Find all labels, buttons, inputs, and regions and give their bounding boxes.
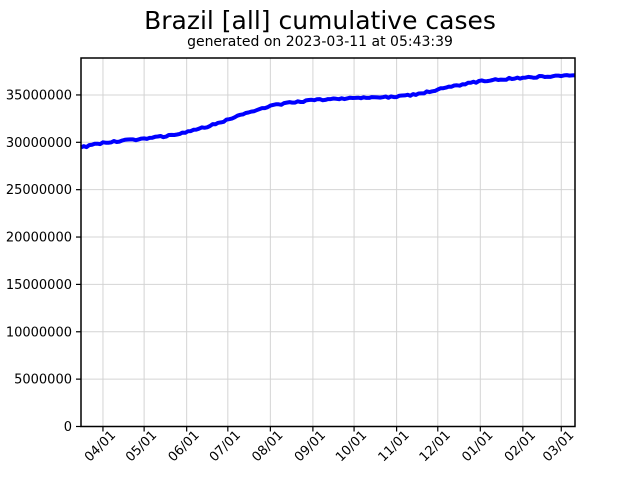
x-tick-label: 02/01 bbox=[502, 428, 539, 465]
axes-frame bbox=[80, 57, 576, 428]
x-tick-label: 03/01 bbox=[540, 428, 577, 465]
chart-title: Brazil [all] cumulative cases bbox=[144, 6, 496, 35]
y-tick-label: 25000000 bbox=[6, 183, 72, 198]
x-tick-label: 06/01 bbox=[166, 428, 203, 465]
x-tick-label: 08/01 bbox=[249, 428, 286, 465]
data-line bbox=[80, 73, 576, 150]
x-tick-label: 05/01 bbox=[123, 428, 160, 465]
x-tick-label: 12/01 bbox=[417, 428, 454, 465]
chart-subtitle: generated on 2023-03-11 at 05:43:39 bbox=[187, 34, 453, 50]
y-tick-label: 30000000 bbox=[6, 136, 72, 151]
y-tick-label: 10000000 bbox=[6, 325, 72, 340]
x-tick-label: 09/01 bbox=[292, 428, 329, 465]
y-tick-label: 20000000 bbox=[6, 231, 72, 246]
y-tick-label: 35000000 bbox=[6, 88, 72, 103]
y-tick-label: 0 bbox=[64, 420, 72, 435]
x-tick-label: 04/01 bbox=[82, 428, 119, 465]
x-tick-label: 01/01 bbox=[459, 428, 496, 465]
x-tick-label: 11/01 bbox=[376, 428, 413, 465]
y-tick-label: 5000000 bbox=[14, 373, 72, 388]
x-tick-label: 07/01 bbox=[207, 428, 244, 465]
x-tick-label: 10/01 bbox=[333, 428, 370, 465]
y-tick-label: 15000000 bbox=[6, 278, 72, 293]
